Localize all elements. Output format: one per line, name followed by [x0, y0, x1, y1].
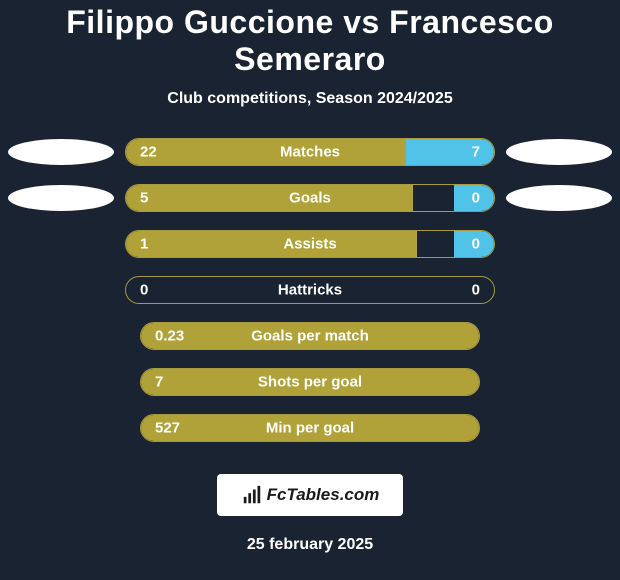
value-right: 0 [472, 236, 480, 253]
metric-label: Min per goal [266, 420, 354, 437]
bar-track: 1 0 Assists [125, 230, 495, 258]
value-left: 7 [155, 374, 163, 391]
bar-track: 22 7 Matches [125, 138, 495, 166]
player-left-avatar [8, 139, 114, 165]
value-right: 7 [472, 144, 480, 161]
metric-label: Hattricks [278, 282, 342, 299]
date-label: 25 february 2025 [247, 536, 373, 554]
metric-label: Assists [283, 236, 336, 253]
subtitle: Club competitions, Season 2024/2025 [167, 90, 452, 108]
value-left: 1 [140, 236, 148, 253]
comparison-row: 5 0 Goals [0, 184, 620, 212]
player-right-avatar [506, 185, 612, 211]
logo-icon [241, 484, 263, 506]
player-right-avatar [506, 139, 612, 165]
value-right: 0 [472, 282, 480, 299]
metric-label: Goals [289, 190, 331, 207]
metric-label: Matches [280, 144, 340, 161]
comparison-row: 22 7 Matches [0, 138, 620, 166]
value-right: 0 [472, 190, 480, 207]
logo-badge: FcTables.com [217, 474, 403, 516]
comparison-chart: 22 7 Matches 5 0 Goals 1 0 Assists 0 0 Hattricks 0.2… [0, 138, 620, 460]
comparison-row: 7 Shots per goal [0, 368, 620, 396]
logo-text: FcTables.com [267, 485, 380, 505]
value-left: 0.23 [155, 328, 184, 345]
comparison-row: 1 0 Assists [0, 230, 620, 258]
page-title: Filippo Guccione vs Francesco Semeraro [0, 4, 620, 78]
bar-left-fill [126, 231, 417, 257]
metric-label: Shots per goal [258, 374, 362, 391]
bar-track: 5 0 Goals [125, 184, 495, 212]
comparison-row: 0 0 Hattricks [0, 276, 620, 304]
bar-track: 0.23 Goals per match [140, 322, 480, 350]
bar-left-fill [126, 139, 406, 165]
bar-track: 0 0 Hattricks [125, 276, 495, 304]
player-left-avatar [8, 185, 114, 211]
bar-track: 527 Min per goal [140, 414, 480, 442]
comparison-row: 0.23 Goals per match [0, 322, 620, 350]
value-left: 22 [140, 144, 157, 161]
bar-track: 7 Shots per goal [140, 368, 480, 396]
bar-left-fill [126, 185, 413, 211]
value-left: 5 [140, 190, 148, 207]
bar-right-fill [406, 139, 494, 165]
value-left: 527 [155, 420, 180, 437]
value-left: 0 [140, 282, 148, 299]
metric-label: Goals per match [251, 328, 369, 345]
comparison-row: 527 Min per goal [0, 414, 620, 442]
